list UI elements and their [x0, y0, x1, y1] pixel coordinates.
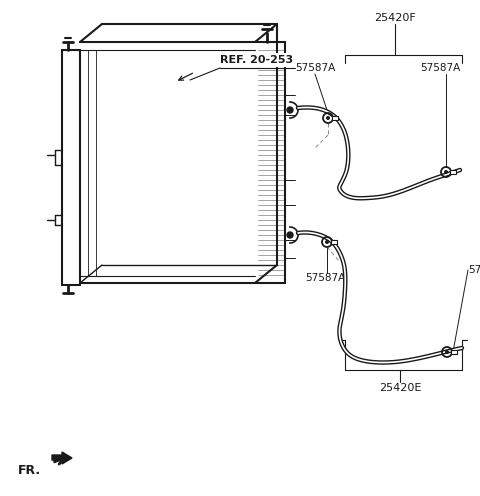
Circle shape	[326, 116, 330, 120]
Text: 25420E: 25420E	[379, 383, 421, 393]
Bar	[332, 116, 338, 120]
Circle shape	[444, 170, 448, 174]
Text: 57587A: 57587A	[420, 63, 460, 73]
Text: 25420F: 25420F	[374, 13, 416, 23]
Text: 57587A: 57587A	[295, 63, 335, 73]
Text: 57587A: 57587A	[305, 273, 345, 283]
Circle shape	[325, 240, 329, 244]
Circle shape	[287, 107, 293, 113]
Circle shape	[445, 350, 449, 354]
Circle shape	[287, 232, 293, 238]
Text: FR.: FR.	[18, 463, 41, 477]
Bar	[451, 350, 457, 354]
Bar	[450, 170, 456, 174]
Polygon shape	[52, 452, 72, 464]
Bar	[331, 240, 337, 244]
Text: REF. 20-253: REF. 20-253	[220, 55, 293, 65]
Text: 57587A: 57587A	[468, 265, 480, 275]
